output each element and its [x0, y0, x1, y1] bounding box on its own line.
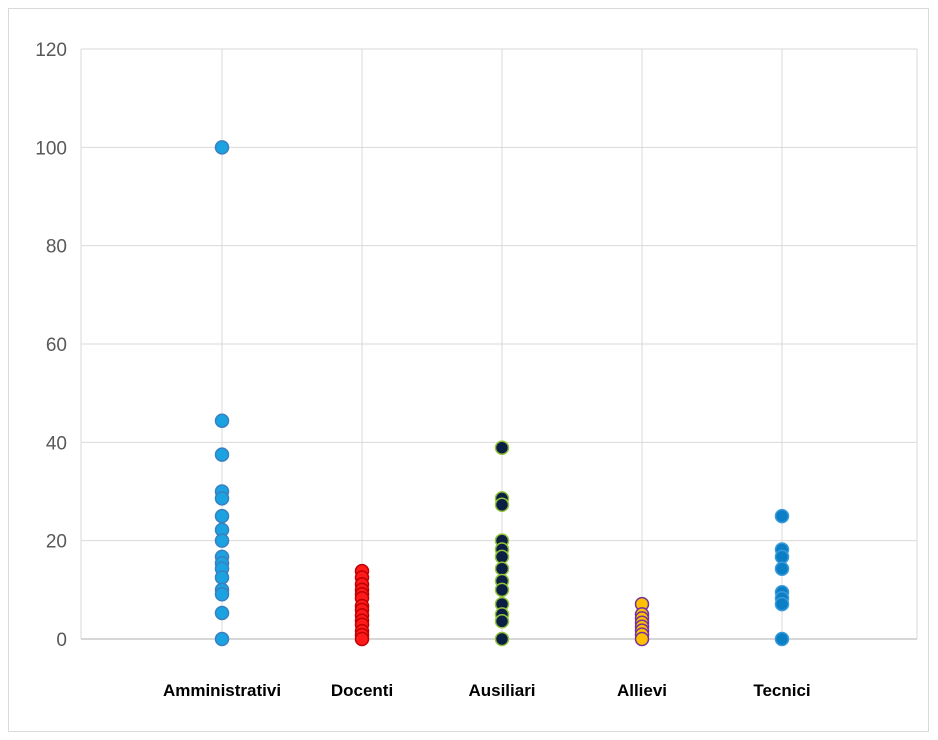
axis-labels: 0 20 40 60 80 100 120 Amministrativi Docenti Ausi…	[35, 40, 810, 700]
data-point	[214, 570, 230, 585]
data-point	[214, 533, 230, 548]
data-point	[774, 596, 790, 612]
data-point	[214, 508, 230, 524]
y-tick-label: 120	[35, 40, 67, 61]
data-point	[634, 631, 650, 647]
data-point	[354, 631, 370, 647]
data-point	[494, 497, 510, 513]
data-point	[214, 491, 230, 506]
data-point	[494, 582, 510, 598]
x-category-label: Ausiliari	[468, 681, 535, 700]
y-tick-label: 40	[46, 433, 67, 454]
data-point	[494, 440, 510, 455]
x-category-label: Tecnici	[753, 681, 810, 700]
data-points	[214, 140, 790, 647]
data-point	[494, 561, 510, 576]
data-point	[214, 587, 230, 602]
x-category-label: Amministrativi	[163, 681, 281, 700]
data-point	[214, 447, 230, 462]
data-point	[494, 631, 510, 647]
y-tick-label: 100	[35, 138, 67, 159]
chart-frame: 0 20 40 60 80 100 120 Amministrativi Docenti Ausi…	[8, 8, 929, 732]
x-category-label: Allievi	[617, 681, 667, 700]
data-point	[214, 631, 230, 647]
data-point	[214, 413, 230, 428]
data-point	[214, 605, 230, 621]
y-tick-label: 20	[46, 532, 67, 553]
data-point	[774, 508, 790, 524]
data-point	[494, 614, 510, 629]
x-category-label: Docenti	[331, 681, 393, 700]
data-point	[774, 561, 790, 576]
data-point	[214, 140, 230, 155]
scatter-chart: 0 20 40 60 80 100 120 Amministrativi Docenti Ausi…	[35, 40, 918, 700]
data-point	[774, 631, 790, 647]
gridlines	[80, 48, 918, 639]
y-tick-label: 60	[46, 335, 67, 356]
y-tick-label: 0	[56, 630, 67, 651]
y-tick-label: 80	[46, 237, 67, 258]
